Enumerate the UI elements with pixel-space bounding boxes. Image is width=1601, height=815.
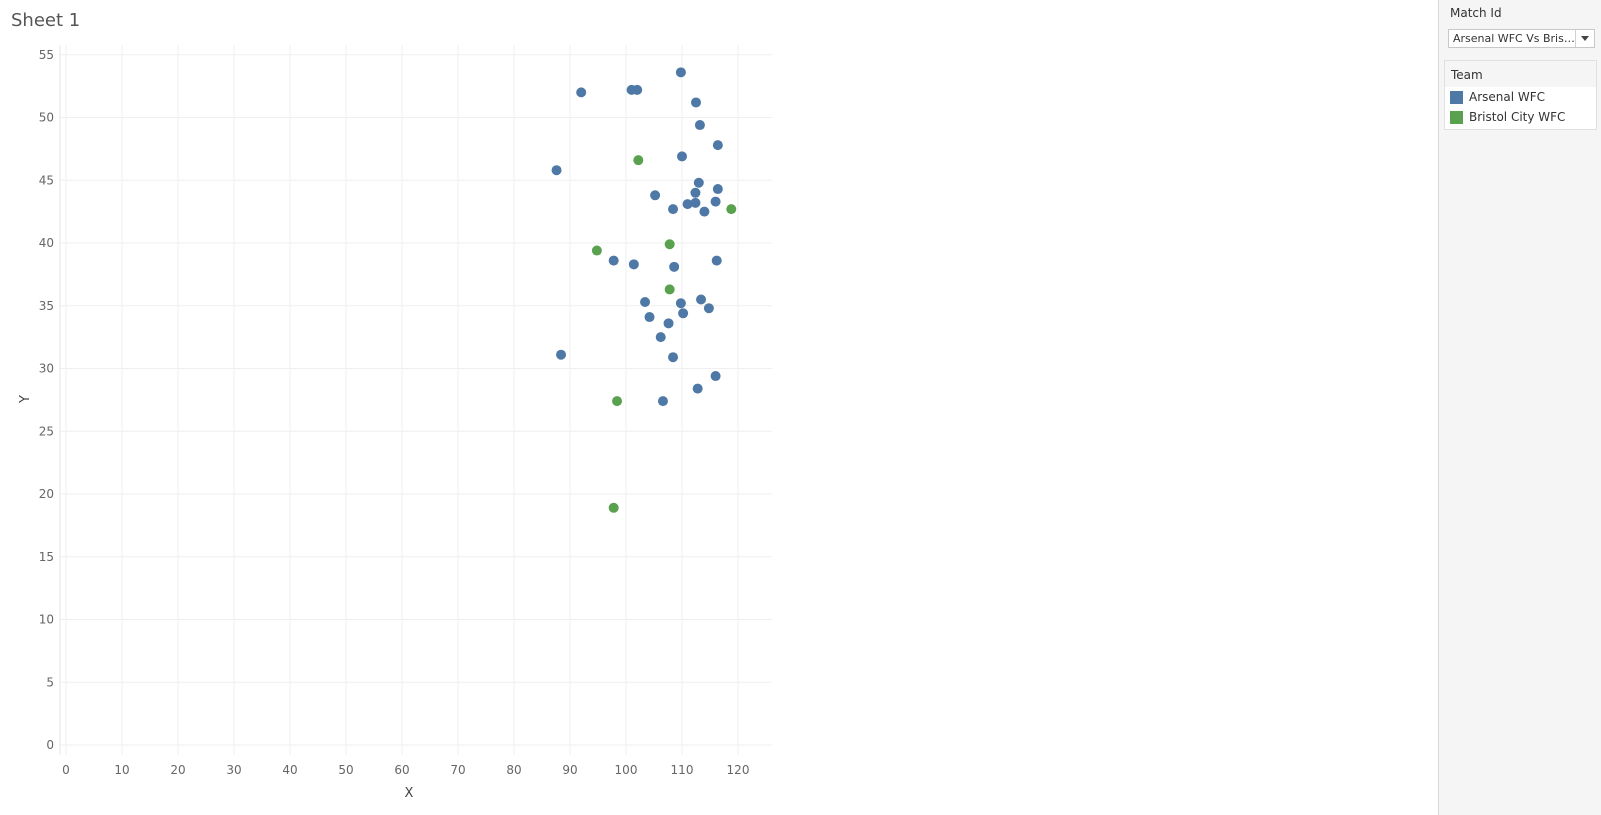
data-point-arsenal[interactable] bbox=[632, 84, 643, 95]
y-tick-label: 10 bbox=[39, 613, 54, 627]
x-tick-label: 80 bbox=[506, 763, 521, 777]
data-point-bristol[interactable] bbox=[612, 396, 623, 407]
data-point-arsenal[interactable] bbox=[640, 296, 651, 307]
x-tick-label: 40 bbox=[282, 763, 297, 777]
data-point-arsenal[interactable] bbox=[699, 206, 710, 217]
x-tick-label: 100 bbox=[615, 763, 638, 777]
data-point-arsenal[interactable] bbox=[692, 383, 703, 394]
data-point-arsenal[interactable] bbox=[690, 187, 701, 198]
x-tick-label: 90 bbox=[562, 763, 577, 777]
legend-label: Arsenal WFC bbox=[1469, 90, 1546, 104]
x-tick-label: 30 bbox=[226, 763, 241, 777]
y-tick-label: 30 bbox=[39, 362, 54, 376]
data-point-arsenal[interactable] bbox=[644, 312, 655, 323]
data-point-arsenal[interactable] bbox=[712, 184, 723, 195]
x-tick-label: 0 bbox=[62, 763, 70, 777]
match-id-filter: Match Id Arsenal WFC Vs Bristol City WFC bbox=[1444, 0, 1597, 52]
data-point-arsenal[interactable] bbox=[712, 140, 723, 151]
dropdown-value: Arsenal WFC Vs Bristol City WFC bbox=[1453, 32, 1575, 45]
data-point-arsenal[interactable] bbox=[657, 396, 668, 407]
x-tick-label: 110 bbox=[671, 763, 694, 777]
data-point-arsenal[interactable] bbox=[710, 371, 721, 382]
data-point-arsenal[interactable] bbox=[551, 165, 562, 176]
y-tick-label: 5 bbox=[46, 675, 54, 689]
data-point-arsenal[interactable] bbox=[675, 298, 686, 309]
data-point-arsenal[interactable] bbox=[703, 303, 714, 314]
grid-lines bbox=[59, 45, 772, 755]
data-point-arsenal[interactable] bbox=[696, 294, 707, 305]
data-point-bristol[interactable] bbox=[591, 245, 602, 256]
data-point-arsenal[interactable] bbox=[663, 318, 674, 329]
data-point-arsenal[interactable] bbox=[668, 204, 679, 215]
x-tick-label: 10 bbox=[114, 763, 129, 777]
data-point-arsenal[interactable] bbox=[668, 352, 679, 363]
y-tick-label: 50 bbox=[39, 111, 54, 125]
x-tick-label: 50 bbox=[338, 763, 353, 777]
filter-title: Match Id bbox=[1450, 6, 1502, 20]
data-point-bristol[interactable] bbox=[664, 284, 675, 295]
data-point-arsenal[interactable] bbox=[675, 67, 686, 78]
y-tick-label: 0 bbox=[46, 738, 54, 752]
y-axis-title: Y bbox=[18, 395, 33, 404]
data-point-arsenal[interactable] bbox=[669, 261, 680, 272]
legend-title: Team bbox=[1445, 61, 1596, 87]
data-point-arsenal[interactable] bbox=[682, 199, 693, 210]
data-point-arsenal[interactable] bbox=[677, 151, 687, 162]
color-swatch bbox=[1450, 110, 1463, 124]
y-tick-label: 40 bbox=[39, 236, 54, 250]
data-point-arsenal[interactable] bbox=[628, 259, 639, 270]
data-point-arsenal[interactable] bbox=[710, 196, 721, 207]
data-point-arsenal[interactable] bbox=[693, 177, 704, 188]
data-point-arsenal[interactable] bbox=[678, 308, 689, 319]
x-axis-title: X bbox=[405, 786, 414, 801]
sheet-title: Sheet 1 bbox=[11, 10, 81, 31]
team-legend: Team Arsenal WFC Bristol City WFC bbox=[1444, 60, 1597, 130]
dropdown-button[interactable] bbox=[1575, 30, 1594, 47]
y-tick-label: 15 bbox=[39, 550, 54, 564]
y-tick-label: 55 bbox=[39, 48, 54, 62]
x-tick-label: 60 bbox=[394, 763, 409, 777]
y-tick-label: 35 bbox=[39, 299, 54, 313]
data-point-arsenal[interactable] bbox=[691, 97, 701, 108]
legend-item-arsenal[interactable]: Arsenal WFC bbox=[1445, 87, 1596, 107]
data-point-arsenal[interactable] bbox=[608, 255, 619, 266]
y-tick-label: 45 bbox=[39, 173, 54, 187]
data-point-arsenal[interactable] bbox=[556, 349, 567, 360]
data-point-arsenal[interactable] bbox=[711, 255, 722, 266]
legend-label: Bristol City WFC bbox=[1469, 110, 1566, 124]
x-tick-label: 20 bbox=[170, 763, 185, 777]
legend-item-bristol[interactable]: Bristol City WFC bbox=[1445, 107, 1596, 127]
data-point-bristol[interactable] bbox=[664, 239, 675, 250]
color-swatch bbox=[1450, 90, 1463, 104]
data-point-bristol[interactable] bbox=[608, 502, 619, 513]
match-id-dropdown[interactable]: Arsenal WFC Vs Bristol City WFC bbox=[1448, 29, 1595, 48]
data-point-arsenal[interactable] bbox=[650, 190, 661, 201]
data-point-arsenal[interactable] bbox=[694, 120, 705, 131]
y-tick-label: 25 bbox=[39, 424, 54, 438]
chevron-down-icon bbox=[1581, 36, 1589, 41]
data-point-bristol[interactable] bbox=[633, 155, 644, 166]
data-points bbox=[551, 67, 737, 513]
data-point-arsenal[interactable] bbox=[690, 197, 701, 208]
data-point-arsenal[interactable] bbox=[576, 87, 587, 98]
data-point-bristol[interactable] bbox=[726, 204, 737, 215]
side-panel: Match Id Arsenal WFC Vs Bristol City WFC… bbox=[1438, 0, 1601, 815]
x-tick-label: 70 bbox=[450, 763, 465, 777]
tick-labels: 0 10 20 30 40 50 60 70 80 90 100 110 120 0 5 10 15 20 25 30… bbox=[39, 48, 750, 777]
y-tick-label: 20 bbox=[39, 487, 54, 501]
scatter-plot: 0 10 20 30 40 50 60 70 80 90 100 110 120 0 5 10 15 20 25 30… bbox=[18, 45, 772, 801]
x-tick-label: 120 bbox=[727, 763, 750, 777]
data-point-arsenal[interactable] bbox=[655, 332, 666, 343]
